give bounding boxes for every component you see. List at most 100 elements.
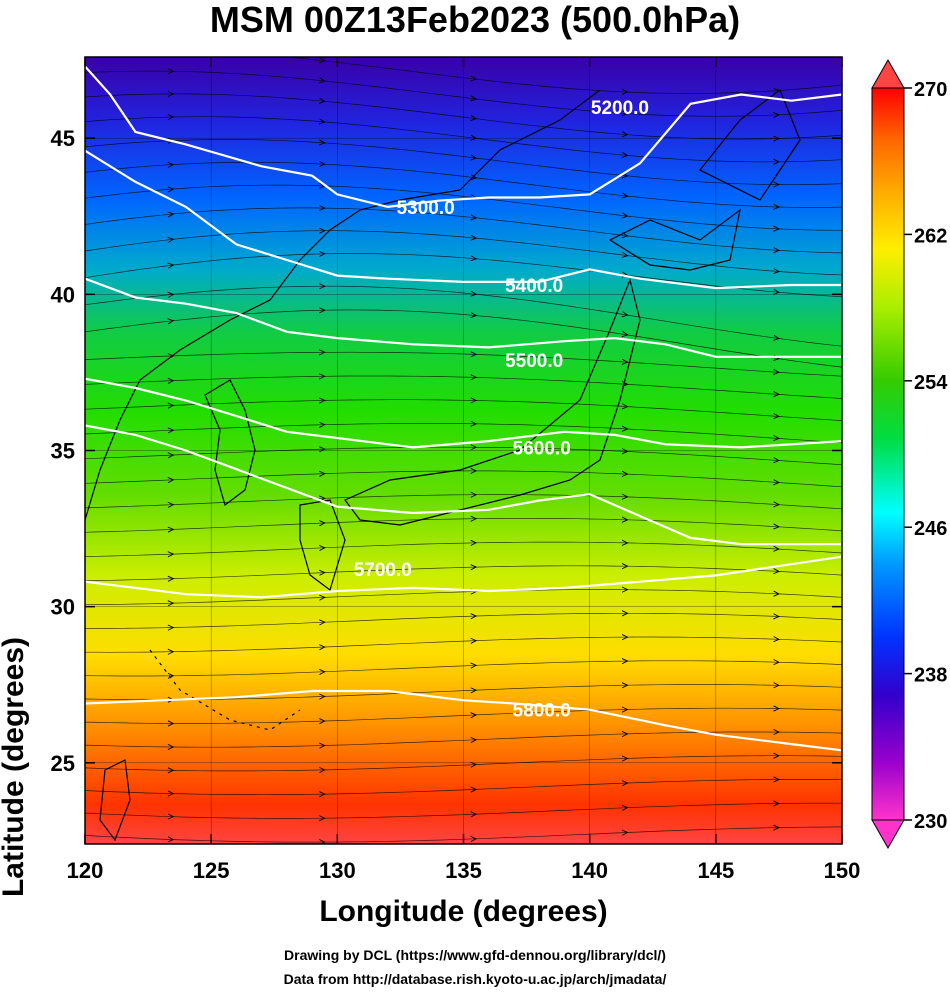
credit-data: Data from http://database.rish.kyoto-u.a… xyxy=(283,971,667,987)
wind-arrowhead xyxy=(319,470,326,477)
wind-streamline xyxy=(85,684,842,701)
coast-kyushu xyxy=(299,499,346,591)
contour-label: 5200.0 xyxy=(591,98,649,119)
wind-arrowhead xyxy=(621,403,629,410)
y-axis-ticks: 25 30 35 40 45 xyxy=(51,126,842,776)
wind-arrowhead xyxy=(470,761,478,768)
wind-arrowhead xyxy=(470,444,478,451)
wind-arrowhead xyxy=(773,457,780,464)
wind-streamline xyxy=(85,446,842,466)
contour-5600.0 xyxy=(85,424,842,546)
wind-arrowhead xyxy=(319,766,326,773)
colorbar-tick-label: 246 xyxy=(914,518,947,540)
wind-arrowhead xyxy=(319,815,326,822)
wind-arrowhead xyxy=(167,813,175,820)
x-axis-ticks: 120 125 130 135 140 145 150 xyxy=(67,57,860,883)
wind-arrowhead xyxy=(773,391,780,398)
wind-arrowhead xyxy=(318,97,326,104)
wind-arrowhead xyxy=(167,186,175,193)
colorbar-tick-label: 270 xyxy=(914,79,947,101)
wind-arrowhead xyxy=(470,290,478,297)
wind-streamline xyxy=(85,253,842,298)
wind-arrowhead xyxy=(773,682,780,689)
wind-arrowhead xyxy=(167,318,175,325)
contour-5200.0 xyxy=(85,65,842,209)
wind-arrowhead xyxy=(621,755,629,762)
wind-arrowhead xyxy=(470,564,478,571)
wind-streamline xyxy=(85,470,842,488)
colorbar-tick-label: 238 xyxy=(914,665,947,687)
wind-streamline xyxy=(85,660,842,677)
wind-streamline xyxy=(85,70,842,117)
contour-5300.0 xyxy=(85,149,842,290)
wind-arrowhead xyxy=(167,291,175,298)
wind-arrowhead xyxy=(167,526,175,533)
wind-streamline xyxy=(85,636,842,653)
wind-arrowhead xyxy=(621,731,629,738)
wind-arrowhead xyxy=(470,115,478,122)
wind-arrowhead xyxy=(621,331,629,338)
wind-arrowhead xyxy=(167,236,175,243)
wind-arrowhead xyxy=(167,114,175,121)
wind-arrowhead xyxy=(470,687,478,694)
wind-arrowhead xyxy=(470,374,478,381)
wind-arrowhead xyxy=(470,736,478,743)
wind-arrowhead xyxy=(470,613,478,620)
contour-label: 5800.0 xyxy=(513,701,571,722)
wind-arrowhead xyxy=(621,192,629,199)
wind-arrowhead xyxy=(470,312,478,319)
wind-arrowhead xyxy=(773,413,780,420)
contour-label: 5300.0 xyxy=(397,198,455,219)
wind-arrowhead xyxy=(470,255,478,262)
contour-5400.0 xyxy=(85,277,842,358)
wind-arrowhead xyxy=(470,174,478,181)
wind-arrowhead xyxy=(319,668,326,675)
x-tick-label: 135 xyxy=(445,858,482,883)
coast-hokkaido xyxy=(608,208,741,271)
wind-arrowhead xyxy=(621,563,629,570)
coast-korea xyxy=(204,379,256,507)
y-tick-label: 25 xyxy=(51,751,75,776)
wind-arrowhead xyxy=(319,205,326,212)
coast-honshu xyxy=(344,278,641,526)
wind-streamline xyxy=(85,309,842,368)
coast-ryukyu xyxy=(149,649,301,731)
wind-streamline xyxy=(85,731,842,748)
wind-arrowhead xyxy=(167,161,175,168)
wind-arrowhead xyxy=(167,501,175,508)
wind-arrowhead xyxy=(773,800,780,807)
wind-arrowhead xyxy=(621,212,629,219)
credit-drawing: Drawing by DCL (https://www.gfd-dennou.o… xyxy=(284,947,666,963)
wind-streamline xyxy=(85,612,842,629)
wind-arrowhead xyxy=(773,158,780,165)
wind-arrowhead xyxy=(167,720,175,727)
contour-5800.0 xyxy=(85,689,842,752)
wind-arrowhead xyxy=(167,743,175,750)
wind-arrowhead xyxy=(773,590,780,597)
wind-arrowhead xyxy=(319,349,326,356)
wind-streamline xyxy=(85,707,842,724)
x-tick-label: 120 xyxy=(67,858,104,883)
wind-arrowhead xyxy=(621,381,629,388)
wind-arrowhead xyxy=(621,516,629,523)
wind-arrowhead xyxy=(470,637,478,644)
y-tick-label: 45 xyxy=(51,126,75,151)
wind-arrowhead xyxy=(773,87,780,94)
wind-arrowhead xyxy=(319,594,326,601)
wind-arrowhead xyxy=(773,334,780,341)
wind-arrowhead xyxy=(167,624,175,631)
wind-arrowhead xyxy=(621,311,629,318)
wind-arrowhead xyxy=(773,268,780,275)
height-contours: 5200.0 5300.0 5400.0 5500.0 5600.0 5700.0 5800… xyxy=(85,65,842,752)
wind-arrowhead xyxy=(621,829,629,836)
wind-arrowhead xyxy=(167,790,175,797)
wind-arrowhead xyxy=(319,307,326,314)
wind-arrowhead xyxy=(621,493,629,500)
coast-taiwan xyxy=(99,759,131,842)
wind-arrowhead xyxy=(773,369,780,376)
wind-arrowhead xyxy=(319,250,326,257)
x-tick-label: 130 xyxy=(319,858,356,883)
wind-arrowhead xyxy=(773,545,780,552)
wind-streamline xyxy=(284,57,842,94)
wind-arrowhead xyxy=(621,634,629,641)
